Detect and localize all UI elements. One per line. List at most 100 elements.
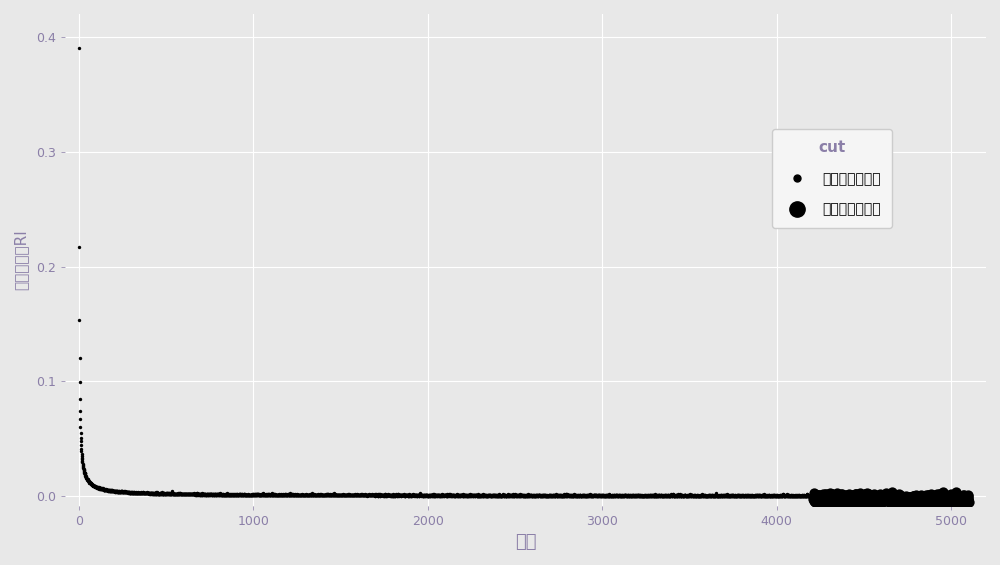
Point [698,491,714,500]
Point [243,490,259,499]
Point [918,492,934,501]
Point [668,492,684,501]
Point [327,490,343,499]
Point [72,394,88,403]
Point [833,489,849,498]
Point [386,491,402,500]
Point [239,490,255,499]
Point [958,496,974,505]
Point [535,491,551,500]
Point [725,490,741,499]
Point [434,491,450,500]
Point [102,486,118,495]
Point [457,491,473,500]
Point [578,490,594,499]
Point [412,491,428,500]
Point [706,492,722,501]
Point [694,490,710,499]
Point [663,490,679,499]
Point [488,491,504,500]
Point [506,491,522,500]
Point [790,492,806,501]
Point [460,490,476,499]
Point [346,490,362,499]
Point [759,492,775,501]
Point [290,490,306,499]
Point [154,489,170,498]
Point [232,490,248,499]
Point [357,490,373,499]
Point [500,490,516,499]
Point [465,491,481,500]
Point [90,484,106,493]
Point [451,491,467,500]
Point [208,490,224,499]
Point [936,499,952,508]
Point [677,490,693,499]
Point [736,492,752,501]
Point [469,491,485,500]
Point [525,491,541,500]
Point [869,496,885,505]
Point [298,490,314,499]
Point [799,491,815,500]
Point [129,489,145,498]
Point [303,491,319,500]
Point [277,490,293,499]
Point [622,490,638,499]
Point [630,490,646,499]
Point [324,490,340,499]
Point [329,490,345,499]
Point [98,485,114,494]
Point [87,482,103,491]
Point [946,494,962,503]
Point [404,491,420,500]
Point [795,491,811,500]
Point [270,490,286,499]
Point [789,491,805,500]
Point [340,491,356,500]
Point [306,489,322,498]
Point [488,491,504,500]
Point [706,492,722,501]
Point [582,491,598,500]
Point [333,490,349,499]
Point [591,491,607,500]
Point [232,490,248,499]
Point [365,491,381,500]
Point [938,490,954,499]
Point [117,487,133,496]
Point [941,497,957,506]
Point [200,490,216,499]
Point [823,493,839,502]
Point [686,492,702,501]
Point [244,490,260,499]
Point [792,491,808,500]
Point [136,489,152,498]
Point [579,491,595,500]
Point [318,490,334,499]
Point [75,459,91,468]
Point [164,489,180,498]
Point [507,491,523,500]
Point [231,489,247,498]
Point [533,490,549,499]
Point [715,491,731,500]
Point [833,500,849,509]
Point [608,491,624,500]
Point [603,491,619,500]
Point [328,490,344,499]
Point [321,490,337,499]
Point [404,490,420,499]
Point [499,491,515,500]
Point [687,491,703,500]
Point [723,491,739,500]
Point [146,489,162,498]
Point [835,495,851,504]
Point [199,490,215,499]
Point [218,489,234,498]
Point [807,498,823,507]
Point [641,491,657,500]
Point [839,496,855,505]
Point [718,492,734,501]
